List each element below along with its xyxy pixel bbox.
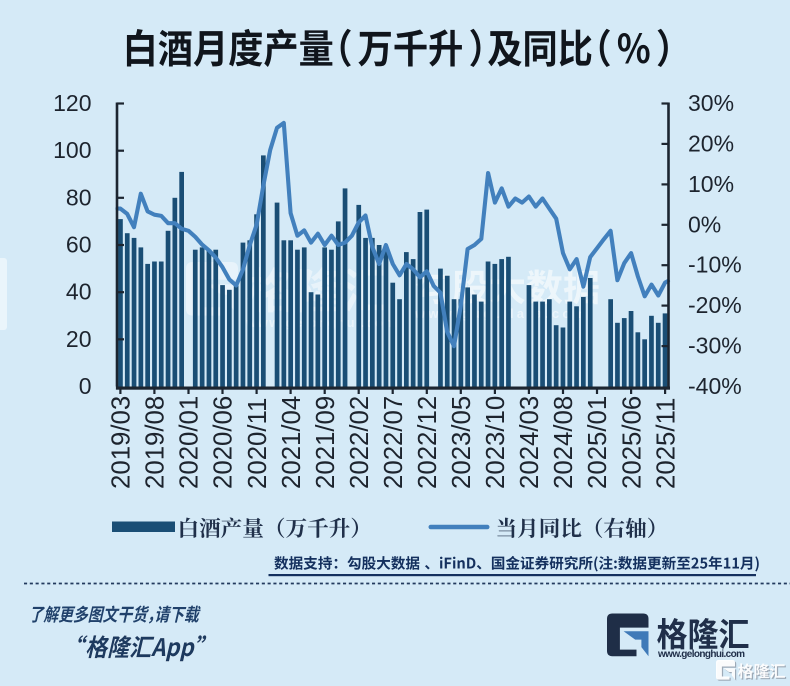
svg-text:100: 100 xyxy=(53,137,91,163)
svg-text:2024/08: 2024/08 xyxy=(550,396,578,489)
svg-text:120: 120 xyxy=(53,90,91,116)
svg-text:2025/01: 2025/01 xyxy=(584,396,612,489)
svg-text:20%: 20% xyxy=(688,130,734,156)
svg-text:2024/03: 2024/03 xyxy=(516,396,544,489)
svg-text:2022/07: 2022/07 xyxy=(380,396,408,489)
svg-text:0%: 0% xyxy=(688,211,721,237)
svg-text:2020/01: 2020/01 xyxy=(176,396,204,489)
svg-text:2019/08: 2019/08 xyxy=(142,396,170,489)
svg-text:2021/04: 2021/04 xyxy=(278,396,306,489)
svg-text:-30%: -30% xyxy=(688,333,742,359)
svg-text:-10%: -10% xyxy=(688,252,742,278)
svg-text:20: 20 xyxy=(66,326,92,352)
svg-text:2025/06: 2025/06 xyxy=(618,396,646,489)
svg-text:2023/10: 2023/10 xyxy=(482,396,510,489)
svg-text:10%: 10% xyxy=(688,171,734,197)
svg-text:www.gelonghui.com: www.gelonghui.com xyxy=(657,649,745,660)
svg-text:40: 40 xyxy=(66,279,92,305)
svg-text:-20%: -20% xyxy=(688,292,742,318)
svg-text:2021/09: 2021/09 xyxy=(312,396,340,489)
svg-text:60: 60 xyxy=(66,232,92,258)
svg-text:2022/02: 2022/02 xyxy=(346,396,374,489)
svg-text:80: 80 xyxy=(66,184,92,210)
svg-text:2023/05: 2023/05 xyxy=(448,396,476,489)
svg-text:-40%: -40% xyxy=(688,373,742,399)
svg-text:2020/06: 2020/06 xyxy=(210,396,238,489)
svg-text:2022/12: 2022/12 xyxy=(414,396,442,489)
svg-text:2019/03: 2019/03 xyxy=(108,396,136,489)
svg-text:2025/11: 2025/11 xyxy=(652,398,680,489)
svg-text:2020/11: 2020/11 xyxy=(244,398,272,489)
svg-text:0: 0 xyxy=(79,373,92,399)
svg-text:30%: 30% xyxy=(688,90,734,116)
